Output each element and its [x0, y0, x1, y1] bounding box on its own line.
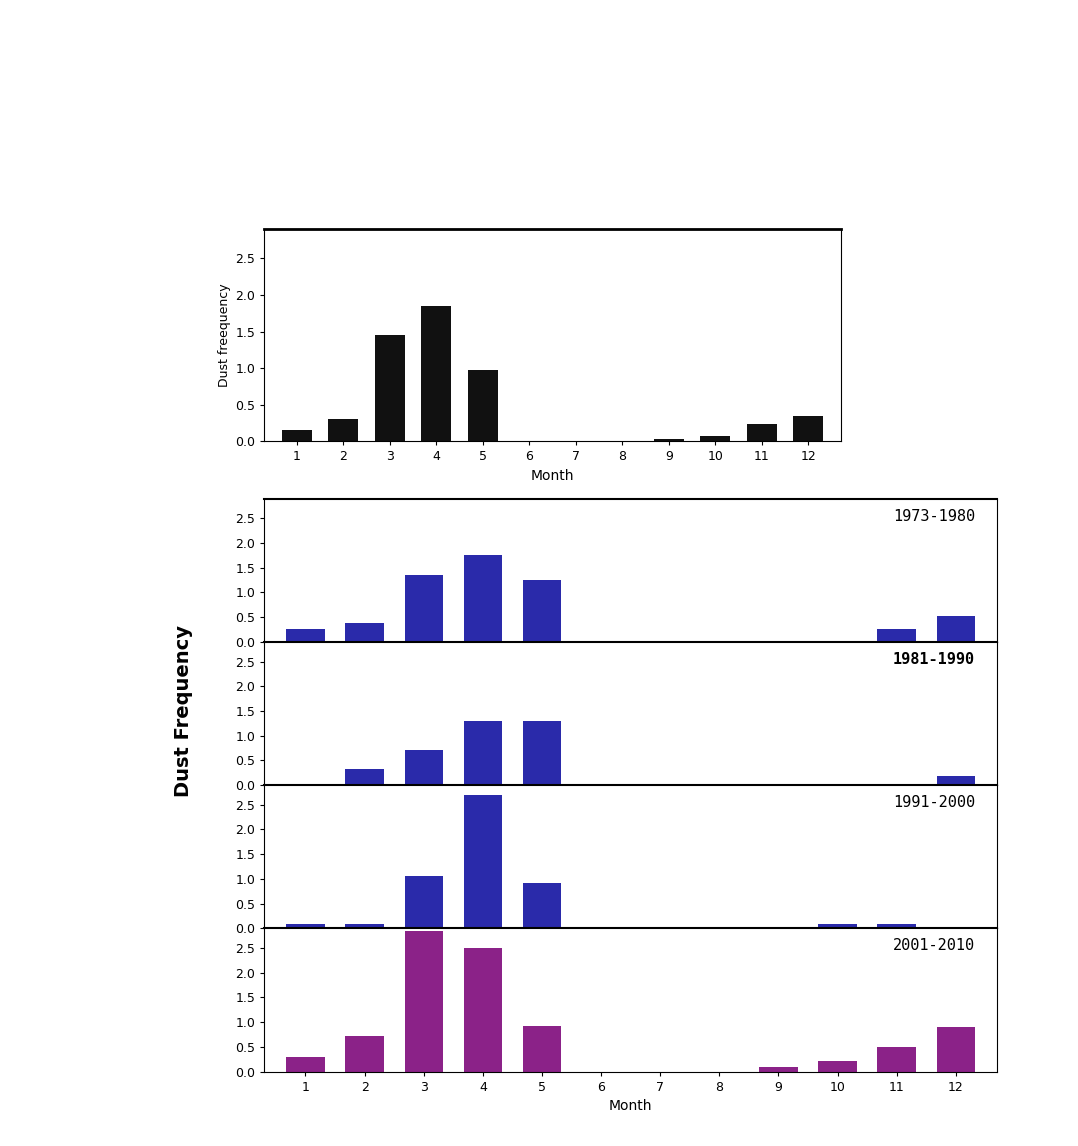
Text: 1991-2000: 1991-2000 — [893, 795, 976, 810]
Bar — [345, 623, 384, 642]
Text: 1981-1990: 1981-1990 — [893, 652, 976, 667]
Bar — [937, 1027, 975, 1072]
Bar — [404, 575, 443, 642]
Bar — [523, 721, 562, 785]
Text: 1973-1980: 1973-1980 — [893, 509, 976, 524]
Bar — [937, 776, 975, 785]
Bar — [404, 751, 443, 785]
Bar — [345, 1036, 384, 1072]
Y-axis label: Dust freequency: Dust freequency — [218, 283, 231, 387]
Bar — [345, 769, 384, 785]
Bar — [818, 1061, 857, 1072]
Bar — [653, 439, 683, 441]
Bar — [464, 721, 502, 785]
Bar — [877, 629, 916, 642]
Bar — [523, 882, 562, 928]
Bar — [287, 1057, 324, 1072]
Bar — [281, 430, 312, 441]
X-axis label: Month: Month — [530, 469, 575, 482]
Bar — [793, 416, 824, 441]
Bar — [464, 795, 502, 928]
Bar — [877, 1046, 916, 1072]
Bar — [464, 948, 502, 1072]
Bar — [759, 1067, 798, 1072]
Bar — [328, 419, 358, 441]
Bar — [937, 617, 975, 642]
Bar — [287, 925, 324, 928]
Text: Dust Frequency: Dust Frequency — [174, 625, 193, 796]
Bar — [287, 629, 324, 642]
Bar — [421, 306, 452, 441]
Bar — [523, 1026, 562, 1072]
Bar — [747, 424, 777, 441]
Bar — [374, 335, 405, 441]
Bar — [877, 925, 916, 928]
Text: 2001-2010: 2001-2010 — [893, 939, 976, 953]
Bar — [464, 556, 502, 642]
Bar — [404, 877, 443, 928]
Bar — [404, 931, 443, 1072]
Bar — [468, 370, 498, 441]
Bar — [345, 925, 384, 928]
Bar — [523, 580, 562, 642]
Bar — [700, 437, 731, 441]
X-axis label: Month: Month — [609, 1099, 652, 1113]
Bar — [818, 925, 857, 928]
